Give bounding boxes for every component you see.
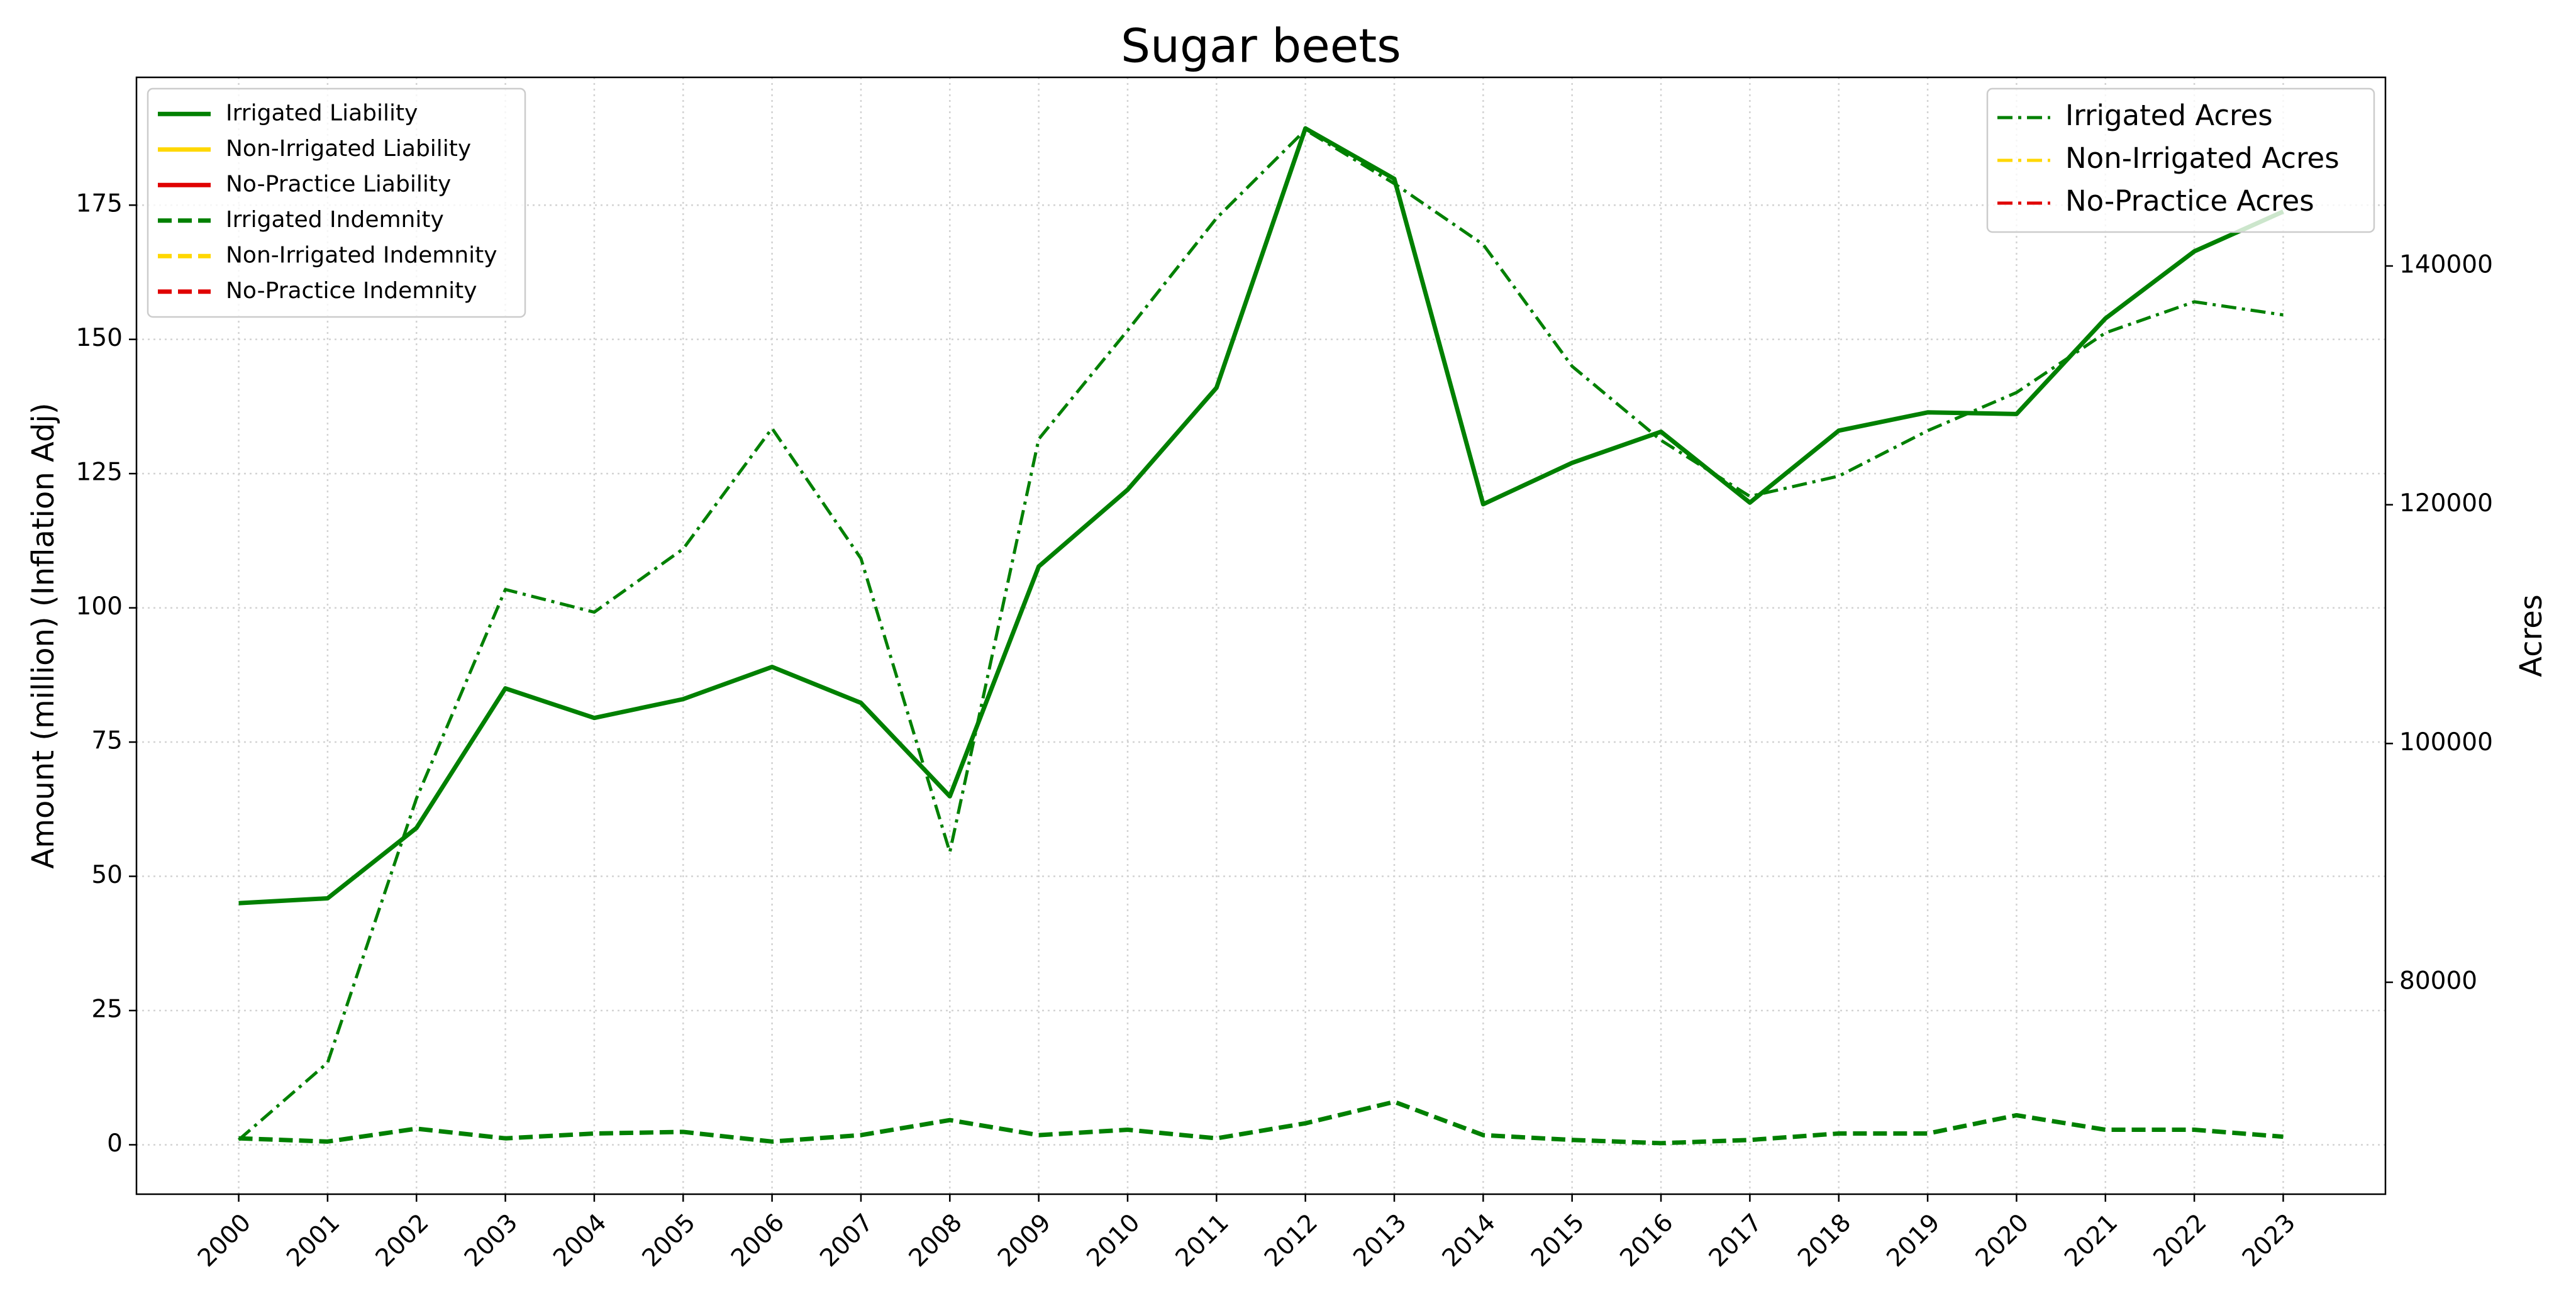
x-tick-label: 2010 bbox=[1081, 1209, 1145, 1273]
x-tick-label: 2012 bbox=[1259, 1209, 1323, 1273]
legend-label: Irrigated Acres bbox=[2065, 99, 2273, 132]
legend-box bbox=[1986, 87, 2375, 233]
legend-label: No-Practice Liability bbox=[226, 171, 451, 197]
legend-label: Non-Irrigated Indemnity bbox=[226, 242, 497, 268]
x-tick-label: 2005 bbox=[637, 1209, 701, 1273]
y2-tick-label: 100000 bbox=[2399, 728, 2493, 757]
x-tick-label: 2020 bbox=[1970, 1209, 2035, 1273]
x-tick-label: 2001 bbox=[281, 1209, 345, 1273]
x-tick-label: 2011 bbox=[1170, 1209, 1235, 1273]
x-tick-label: 2002 bbox=[370, 1209, 435, 1273]
x-tick-label: 2023 bbox=[2237, 1209, 2301, 1273]
x-tick-label: 2015 bbox=[1526, 1209, 1590, 1273]
x-tick-label: 2019 bbox=[1882, 1209, 1946, 1273]
legend-box bbox=[147, 87, 526, 318]
y2-tick-label: 140000 bbox=[2399, 250, 2493, 279]
x-tick-label: 2022 bbox=[2148, 1209, 2212, 1273]
y-tick-label: 150 bbox=[76, 324, 123, 352]
data-line bbox=[238, 126, 2284, 906]
x-tick-label: 2016 bbox=[1615, 1209, 1679, 1273]
legend-label: Non-Irrigated Acres bbox=[2065, 141, 2340, 175]
plot-frame bbox=[135, 76, 2387, 1195]
y2-axis-label: Acres bbox=[2514, 594, 2549, 677]
legend-label: Non-Irrigated Liability bbox=[226, 136, 471, 162]
y-tick-label: 125 bbox=[76, 458, 123, 487]
x-tick-label: 2000 bbox=[192, 1209, 257, 1273]
x-tick-label: 2009 bbox=[992, 1209, 1057, 1273]
x-tick-label: 2018 bbox=[1792, 1209, 1857, 1273]
legend: Irrigated Liability Non-Irrigated Liabili… bbox=[147, 87, 526, 318]
y-tick-label: 0 bbox=[107, 1129, 123, 1158]
y-tick-label: 50 bbox=[91, 861, 123, 889]
y2-tick-label: 120000 bbox=[2399, 489, 2493, 518]
y-tick-label: 25 bbox=[91, 995, 123, 1023]
x-tick-label: 2021 bbox=[2059, 1209, 2123, 1273]
x-tick-label: 2004 bbox=[548, 1209, 612, 1273]
x-tick-label: 2013 bbox=[1348, 1209, 1413, 1273]
legend-label: Irrigated Indemnity bbox=[226, 207, 444, 233]
data-line bbox=[237, 128, 2284, 1141]
x-tick-label: 2003 bbox=[459, 1209, 523, 1273]
legend-label: No-Practice Acres bbox=[2065, 184, 2314, 218]
x-tick-label: 2006 bbox=[726, 1209, 790, 1273]
y-tick-label: 175 bbox=[76, 190, 123, 218]
x-tick-label: 2014 bbox=[1437, 1209, 1501, 1273]
chart-title: Sugar beets bbox=[1121, 19, 1401, 74]
y-axis-label: Amount (million) (Inflation Adj) bbox=[26, 402, 61, 868]
x-tick-label: 2017 bbox=[1704, 1209, 1768, 1273]
x-tick-label: 2008 bbox=[904, 1209, 968, 1273]
y-tick-label: 100 bbox=[76, 592, 123, 621]
y2-tick-label: 80000 bbox=[2399, 967, 2477, 995]
legend-label: No-Practice Indemnity bbox=[226, 278, 477, 304]
legend: Irrigated Acres Non-Irrigated Acres No-Pra… bbox=[1986, 87, 2375, 233]
legend-label: Irrigated Liability bbox=[226, 100, 418, 126]
y-tick-label: 75 bbox=[91, 727, 123, 755]
data-line bbox=[238, 1099, 2284, 1146]
x-tick-label: 2007 bbox=[814, 1209, 879, 1273]
